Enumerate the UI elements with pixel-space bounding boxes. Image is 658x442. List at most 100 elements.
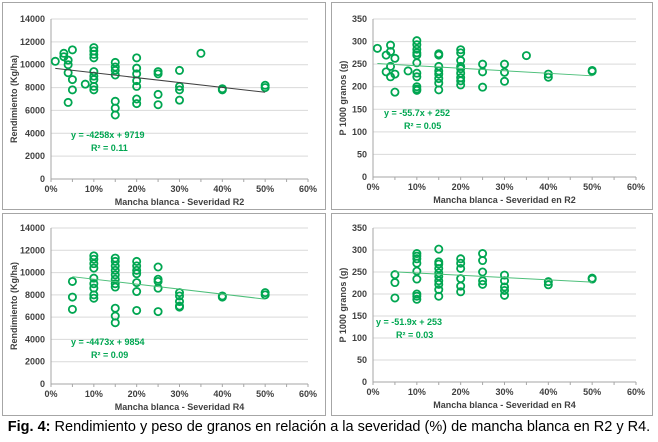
y-tick-label: 0 <box>40 379 45 389</box>
data-point <box>372 43 382 53</box>
y-tick-label: 12000 <box>20 37 45 47</box>
x-tick-label: 30% <box>495 182 513 192</box>
data-point <box>434 279 444 289</box>
y-tick-label: 300 <box>352 37 367 47</box>
data-point <box>89 85 99 95</box>
figure-caption-prefix: Fig. 4: <box>7 419 51 435</box>
data-point <box>89 273 99 283</box>
data-point <box>110 282 120 292</box>
y-tick-label: 350 <box>352 223 367 233</box>
data-point <box>80 79 90 89</box>
y-tick-label: 50 <box>357 355 367 365</box>
data-point <box>89 49 99 59</box>
data-point <box>110 303 120 313</box>
data-point <box>412 36 422 46</box>
data-point <box>521 51 531 61</box>
y-tick-label: 8000 <box>25 290 45 300</box>
regression-equation: y = -51.9x + 253 <box>376 317 442 327</box>
data-point <box>110 110 120 120</box>
data-point <box>456 281 466 291</box>
x-tick-label: 50% <box>583 387 601 397</box>
data-point <box>456 80 466 90</box>
x-tick-label: 60% <box>299 389 317 399</box>
data-point <box>110 265 120 275</box>
y-tick-label: 12000 <box>20 245 45 255</box>
data-point <box>434 244 444 254</box>
x-tick-label: 20% <box>128 184 146 194</box>
data-point <box>434 276 444 286</box>
data-point <box>110 261 120 271</box>
y-tick-label: 350 <box>352 14 367 24</box>
x-tick-label: 50% <box>256 184 274 194</box>
y-tick-label: 100 <box>352 127 367 137</box>
data-point <box>412 266 422 276</box>
data-point <box>478 276 488 286</box>
x-tick-label: 0% <box>366 182 379 192</box>
y-tick-label: 2000 <box>25 357 45 367</box>
y-tick-label: 14000 <box>20 223 45 233</box>
x-tick-label: 30% <box>170 389 188 399</box>
y-tick-label: 0 <box>362 172 367 182</box>
y-tick-label: 2000 <box>25 151 45 161</box>
data-point <box>456 56 466 66</box>
x-axis-label: Mancha blanca - Severidad en R4 <box>433 400 576 410</box>
data-point <box>412 294 422 304</box>
data-point <box>132 265 142 275</box>
data-point <box>110 270 120 280</box>
data-point <box>110 318 120 328</box>
x-tick-label: 20% <box>452 387 470 397</box>
data-point <box>89 81 99 91</box>
r-squared-label: R² = 0.03 <box>396 330 433 340</box>
x-tick-label: 0% <box>366 387 379 397</box>
data-point <box>132 269 142 279</box>
data-point <box>67 75 77 85</box>
y-axis-label: Rendimiento (Kg/ha) <box>9 262 19 350</box>
data-point <box>412 254 422 264</box>
x-tick-label: 30% <box>170 184 188 194</box>
x-tick-label: 50% <box>256 389 274 399</box>
data-point <box>478 67 488 77</box>
data-point <box>434 85 444 95</box>
data-point <box>587 274 597 284</box>
data-point <box>386 61 396 71</box>
y-tick-label: 50 <box>357 149 367 159</box>
data-point <box>412 44 422 54</box>
data-point <box>67 276 77 286</box>
data-point <box>499 270 509 280</box>
x-tick-label: 50% <box>583 182 601 192</box>
x-tick-label: 10% <box>85 184 103 194</box>
data-point <box>456 274 466 284</box>
data-point <box>217 292 227 302</box>
data-point <box>153 283 163 293</box>
data-point <box>412 274 422 284</box>
data-point <box>132 256 142 266</box>
data-point <box>132 305 142 315</box>
x-tick-label: 40% <box>213 389 231 399</box>
data-point <box>456 254 466 264</box>
y-tick-label: 4000 <box>25 128 45 138</box>
data-point <box>153 307 163 317</box>
data-point <box>174 65 184 75</box>
x-tick-label: 40% <box>539 182 557 192</box>
data-point <box>478 82 488 92</box>
data-point <box>543 69 553 79</box>
data-point <box>89 263 99 273</box>
data-point <box>499 282 509 292</box>
data-point <box>132 278 142 288</box>
data-point <box>153 100 163 110</box>
data-point <box>386 47 396 57</box>
data-point <box>434 69 444 79</box>
scatter-chart-p1000-r4: 0 50 100 150 200 250 300 350 0% 10% 20% 30% 40% 50% 60… <box>338 223 645 410</box>
data-point <box>63 55 73 65</box>
x-tick-label: 0% <box>44 184 57 194</box>
data-point <box>381 67 391 77</box>
data-point <box>174 95 184 105</box>
data-point <box>174 291 184 301</box>
data-point <box>390 69 400 79</box>
y-tick-label: 10000 <box>20 268 45 278</box>
data-point <box>499 59 509 69</box>
data-point <box>390 293 400 303</box>
x-tick-label: 0% <box>44 389 57 399</box>
data-point <box>132 287 142 297</box>
data-point <box>587 66 597 76</box>
